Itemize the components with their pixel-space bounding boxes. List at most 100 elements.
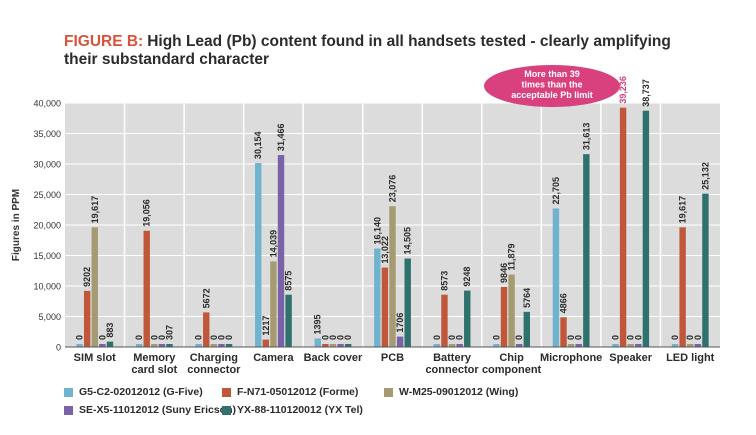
data-label: 1395 — [313, 314, 323, 334]
bar — [135, 344, 143, 347]
data-label: 0 — [633, 335, 643, 340]
bar — [270, 261, 277, 347]
legend-swatch — [222, 387, 231, 397]
bar — [448, 344, 456, 347]
bar — [166, 344, 173, 347]
bar — [702, 193, 709, 347]
figure-title-text: High Lead (Pb) content found in all hand… — [64, 33, 671, 68]
data-label: 0 — [626, 335, 636, 340]
bar — [456, 344, 463, 347]
bar — [262, 339, 270, 347]
bar — [396, 336, 404, 347]
legend-swatch — [64, 405, 73, 415]
bar — [83, 290, 91, 347]
x-category-label: Charging — [190, 352, 238, 364]
data-label: 19,617 — [678, 196, 688, 224]
bar — [381, 267, 389, 347]
bar — [218, 344, 225, 347]
data-label: 31,466 — [276, 124, 286, 152]
data-label: 0 — [343, 335, 353, 340]
data-label: 9248 — [462, 267, 472, 287]
data-label: 0 — [134, 335, 144, 340]
bar — [694, 344, 702, 347]
y-tick-label: 0 — [56, 343, 61, 353]
data-label: 0 — [685, 335, 695, 340]
legend-item: YX-88-110120012 (YX Tel) — [222, 404, 363, 416]
legend-label: F-N71-05012012 (Forme) — [237, 386, 359, 398]
data-label: 4866 — [559, 293, 569, 313]
data-label: 0 — [224, 335, 234, 340]
legend-item: F-N71-05012012 (Forme) — [222, 386, 358, 398]
bar — [612, 344, 619, 347]
data-label: 8573 — [439, 271, 449, 291]
x-category-label: connector — [187, 364, 241, 376]
bar — [493, 344, 500, 347]
bar — [277, 155, 285, 347]
data-label: 0 — [670, 335, 680, 340]
data-label: 5764 — [522, 288, 532, 308]
x-category-label: Battery — [433, 352, 472, 364]
y-tick-label: 40,000 — [33, 99, 61, 109]
x-category-label: SIM slot — [74, 352, 117, 364]
bar — [642, 110, 650, 347]
bar — [404, 258, 411, 347]
data-label: 0 — [432, 335, 442, 340]
callout-bubble — [484, 65, 620, 107]
bar — [76, 344, 83, 347]
data-label: 31,613 — [581, 123, 591, 151]
data-label: 0 — [328, 335, 338, 340]
data-label: 19,056 — [142, 199, 152, 227]
y-tick-label: 15,000 — [33, 251, 61, 261]
bar — [627, 344, 634, 347]
x-category-label: LED light — [666, 352, 715, 364]
legend-item: G5-C2-02012012 (G-Five) — [64, 386, 203, 398]
bar — [91, 227, 98, 347]
bar — [210, 344, 218, 347]
data-label: 13,022 — [380, 236, 390, 264]
y-tick-label: 30,000 — [33, 160, 61, 170]
data-label: 16,140 — [372, 217, 382, 245]
bar — [515, 344, 523, 347]
legend-item: SE-X5-11012012 (Suny Ericson) — [64, 404, 236, 416]
x-category-label: card slot — [131, 364, 177, 376]
data-label: 0 — [209, 335, 219, 340]
y-tick-label: 5,000 — [38, 312, 61, 322]
bar — [523, 311, 530, 347]
data-label: 5672 — [201, 288, 211, 308]
bar — [500, 286, 508, 347]
bar — [106, 341, 114, 347]
data-label: 38,737 — [641, 79, 651, 107]
bar — [255, 163, 262, 347]
data-label: 0 — [491, 335, 501, 340]
bar — [441, 294, 448, 347]
data-label: 0 — [610, 335, 620, 340]
callout-text: acceptable Pb limit — [511, 90, 593, 100]
x-category-label: Chip — [499, 352, 524, 364]
data-label: 25,132 — [700, 162, 710, 190]
data-label: 22,705 — [551, 177, 561, 205]
data-label: 14,505 — [403, 227, 413, 255]
bar — [433, 344, 441, 347]
bar — [464, 290, 471, 347]
bar — [143, 230, 150, 347]
data-label: 0 — [574, 335, 584, 340]
legend-label: YX-88-110120012 (YX Tel) — [237, 404, 363, 416]
bar — [560, 317, 567, 347]
chart-title: FIGURE B: High Lead (Pb) content found in… — [64, 33, 704, 69]
data-label: 0 — [447, 335, 457, 340]
bar — [583, 154, 590, 347]
bar — [671, 344, 679, 347]
legend-swatch — [384, 387, 393, 397]
data-label: 0 — [194, 335, 204, 340]
bar — [619, 107, 627, 347]
bar — [203, 312, 210, 347]
data-label: 0 — [216, 335, 226, 340]
data-label: 30,154 — [253, 132, 263, 160]
x-category-label: component — [482, 364, 542, 376]
data-label: 14,039 — [268, 230, 278, 258]
legend-swatch — [222, 405, 231, 415]
legend-label: W-M25-09012012 (Wing) — [399, 386, 519, 398]
callout-text: More than 39 — [524, 69, 580, 79]
y-tick-label: 35,000 — [33, 129, 61, 139]
data-label: 0 — [157, 335, 167, 340]
